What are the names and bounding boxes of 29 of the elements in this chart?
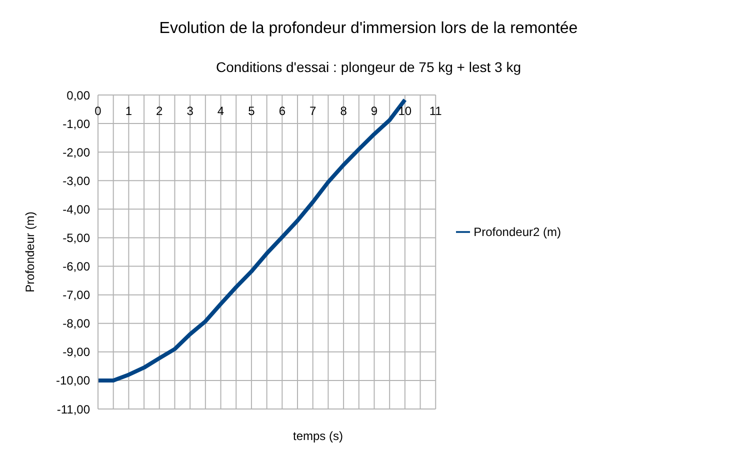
- x-tick-label: 11: [429, 104, 442, 118]
- x-tick-label: 6: [278, 104, 286, 118]
- chart-title: Evolution de la profondeur d'immersion lors de la remontée: [158, 20, 579, 38]
- y-axis-title: Profondeur (m): [23, 212, 37, 292]
- x-tick-label: 8: [340, 104, 348, 118]
- y-tick-label: -11,00: [56, 402, 90, 416]
- x-tick-label: 9: [370, 104, 378, 118]
- x-axis-title: temps (s): [292, 429, 344, 443]
- legend-label: Profondeur2 (m): [474, 224, 561, 239]
- x-tick-label: 2: [156, 104, 164, 118]
- x-tick-label: 4: [217, 104, 224, 118]
- y-tick-label: -8,00: [62, 316, 90, 331]
- y-tick-label: -5,00: [62, 230, 90, 245]
- y-tick-label: -6,00: [62, 260, 90, 274]
- y-tick-label: -2,00: [62, 145, 90, 160]
- y-tick-label: -7,00: [62, 288, 90, 302]
- y-tick-label: 0,00: [66, 88, 90, 102]
- y-tick-label: -1,00: [62, 116, 90, 131]
- x-tick-label: 5: [248, 104, 256, 118]
- x-tick-label: 10: [398, 104, 412, 118]
- y-tick-label: -9,00: [62, 345, 90, 360]
- x-tick-label: 3: [186, 104, 194, 118]
- x-tick-label: 0: [94, 104, 102, 118]
- x-tick-label: 1: [125, 104, 132, 118]
- y-tick-label: -10,00: [56, 374, 90, 388]
- y-tick-label: -4,00: [62, 202, 90, 216]
- x-tick-label: 7: [310, 104, 317, 118]
- y-tick-label: -3,00: [62, 174, 90, 188]
- chart-subtitle: Conditions d'essai : plongeur de 75 kg + lest 3 kg: [214, 59, 522, 75]
